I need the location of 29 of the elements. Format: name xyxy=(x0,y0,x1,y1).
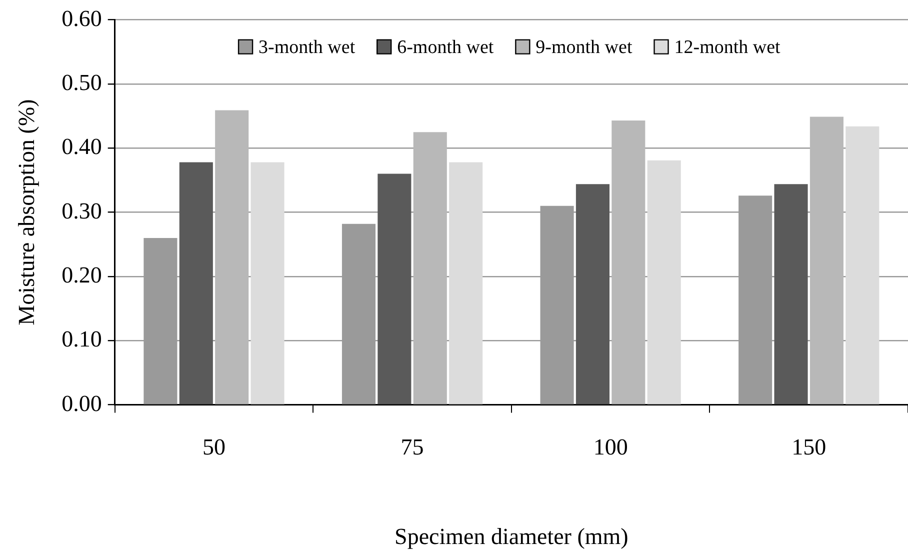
x-tick-label: 150 xyxy=(792,434,826,460)
bar xyxy=(846,126,880,404)
bar xyxy=(413,132,447,404)
y-tick-label: 0.60 xyxy=(62,6,102,31)
x-axis-title: Specimen diameter (mm) xyxy=(394,524,628,550)
bar xyxy=(179,162,213,404)
bar xyxy=(215,110,249,404)
x-tick-label: 75 xyxy=(400,434,424,460)
bar xyxy=(250,162,284,404)
y-tick-label: 0.10 xyxy=(62,326,102,352)
bar xyxy=(449,162,483,404)
bar xyxy=(810,116,844,404)
legend-label: 6-month wet xyxy=(397,36,494,58)
bar xyxy=(378,174,412,404)
y-tick-label: 0.50 xyxy=(62,70,102,96)
y-tick-label: 0.30 xyxy=(62,198,102,224)
x-tick-label: 100 xyxy=(593,434,628,460)
y-tick-label: 0.00 xyxy=(62,390,102,416)
bar xyxy=(576,184,610,404)
bar xyxy=(612,120,646,404)
x-tick-label: 50 xyxy=(202,434,226,460)
legend-label: 3-month wet xyxy=(258,36,356,58)
y-tick-label: 0.40 xyxy=(62,134,102,160)
bar xyxy=(774,184,808,404)
y-axis-title: Moisture absorption (%) xyxy=(14,99,39,326)
y-tick-label: 0.20 xyxy=(62,262,102,288)
legend-label: 12-month wet xyxy=(674,36,782,58)
bar xyxy=(647,160,681,404)
legend-label: 9-month wet xyxy=(536,36,633,58)
